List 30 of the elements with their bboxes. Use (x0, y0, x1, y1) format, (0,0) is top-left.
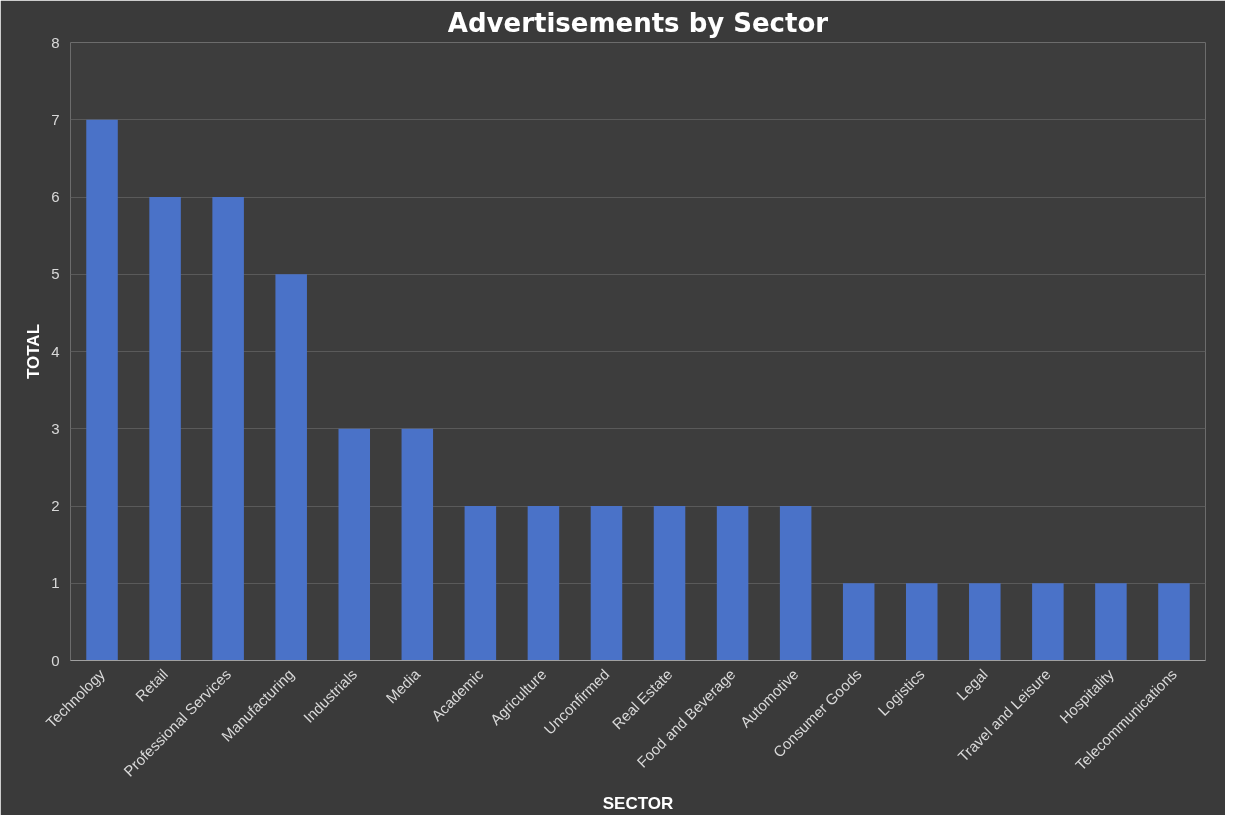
bar (590, 506, 623, 661)
bar (338, 428, 371, 661)
y-tick-label: 1 (51, 574, 60, 592)
y-tick-label: 8 (51, 33, 60, 51)
bar (149, 197, 181, 661)
y-axis-title: TOTAL (24, 323, 44, 380)
bar (653, 506, 686, 661)
bar (779, 506, 812, 661)
bar (842, 583, 875, 661)
bar (716, 506, 749, 661)
bar (1032, 583, 1064, 661)
bar (527, 506, 560, 661)
bar (275, 274, 307, 661)
bar (969, 583, 1001, 661)
y-tick-label: 0 (51, 651, 60, 669)
bar (464, 506, 497, 661)
bar (905, 583, 938, 661)
bar (401, 428, 434, 661)
bar (86, 119, 118, 661)
y-tick-label: 5 (51, 265, 60, 283)
y-tick-label: 4 (51, 342, 60, 360)
y-tick-label: 2 (51, 497, 60, 514)
chart-title: Advertisements by Sector (447, 7, 829, 38)
y-tick-label: 7 (51, 110, 60, 128)
y-tick-label: 3 (51, 419, 60, 437)
bar (212, 197, 244, 661)
x-axis-title: SECTOR (602, 793, 674, 813)
y-tick-label: 6 (51, 188, 60, 205)
bar (1095, 583, 1127, 661)
bar (1158, 583, 1190, 661)
